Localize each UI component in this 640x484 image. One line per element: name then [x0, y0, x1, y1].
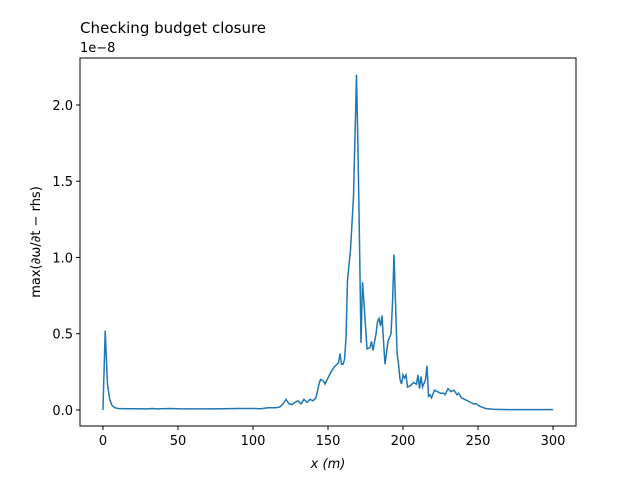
x-tick-label: 0: [99, 434, 107, 449]
x-tick-label: 300: [541, 434, 566, 449]
x-tick-label: 250: [466, 434, 491, 449]
x-tick-label: 100: [241, 434, 266, 449]
x-axis-label: x (m): [310, 457, 346, 472]
data-line: [102, 74, 554, 411]
chart-title: Checking budget closure: [80, 19, 266, 37]
x-tick-label: 150: [316, 434, 341, 449]
y-tick-label: 0.5: [52, 328, 73, 343]
y-axis-label: max(∂ω/∂t − rhs): [29, 186, 44, 298]
y-tick-label: 0.0: [52, 404, 73, 419]
axes-frame: [79, 57, 577, 427]
y-tick-label: 2.0: [52, 99, 73, 114]
offset-label: 1e−8: [80, 41, 115, 56]
y-tick-label: 1.0: [52, 251, 73, 266]
y-tick-label: 1.5: [52, 175, 73, 190]
x-tick-label: 200: [391, 434, 416, 449]
x-tick-label: 50: [170, 434, 187, 449]
